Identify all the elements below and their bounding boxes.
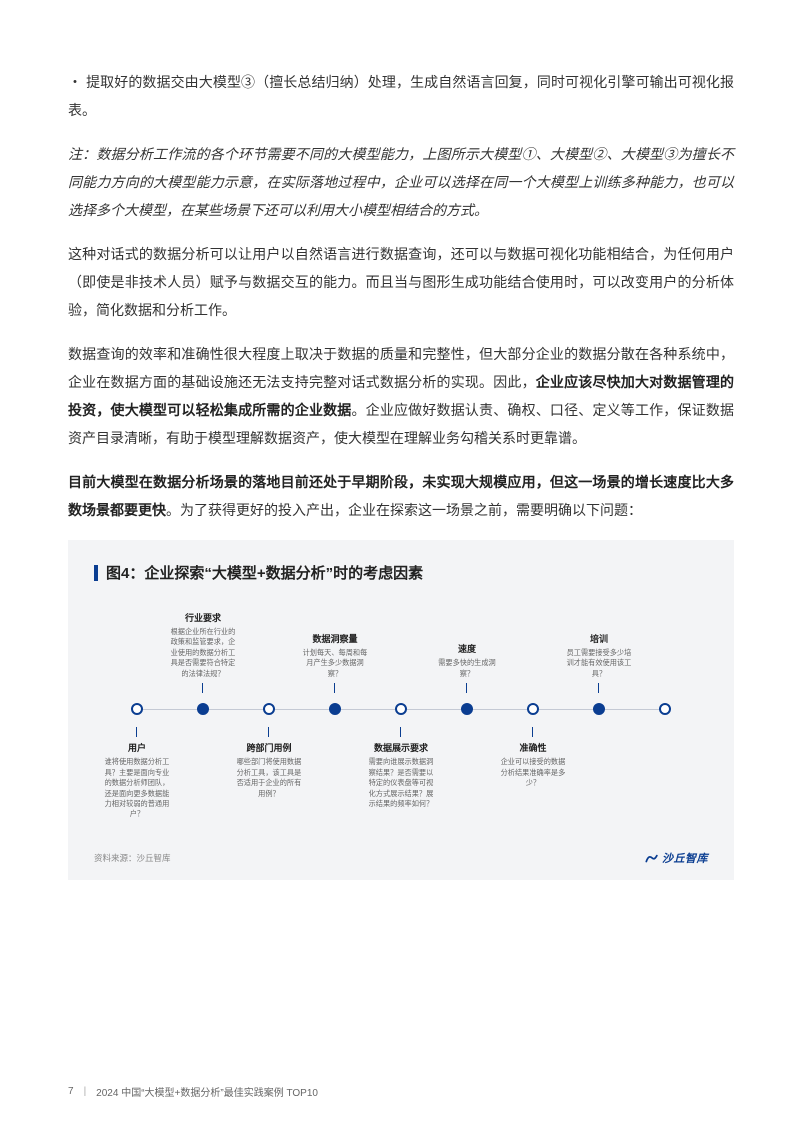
- factor-display-req: 数据展示要求 需要向谁展示数据洞察结果？是否需要以特定的仪表盘等可视化方式展示结…: [368, 727, 434, 809]
- logo-icon: [644, 851, 658, 865]
- factor-title: 准确性: [519, 741, 546, 754]
- factor-cross-dept: 跨部门用例 哪些部门将使用数据分析工具，该工具是否适用于企业的所有用例？: [236, 727, 302, 799]
- footer-doc-title: 2024 中国“大模型+数据分析”最佳实践案例 TOP10: [96, 1084, 318, 1099]
- axis-node-2: [236, 703, 302, 715]
- connector-line: [202, 683, 203, 693]
- axis-node-5: [434, 703, 500, 715]
- factor-user: 用户 谁将使用数据分析工具？主要是面向专业的数据分析师团队，还是面向更多数据能力…: [104, 727, 170, 820]
- axis-node-6: [500, 703, 566, 715]
- diagram-bottom-row: 用户 谁将使用数据分析工具？主要是面向专业的数据分析师团队，还是面向更多数据能力…: [104, 727, 698, 820]
- node-dot-filled: [593, 703, 605, 715]
- figure-title-text: 图4：企业探索“大模型+数据分析”时的考虑因素: [106, 562, 423, 583]
- page-number: 7: [68, 1086, 74, 1097]
- paragraph-3: 这种对话式的数据分析可以让用户以自然语言进行数据查询，还可以与数据可视化功能相结…: [68, 240, 734, 324]
- axis-node-8: [632, 703, 698, 715]
- node-dot-open: [263, 703, 275, 715]
- diagram-top-row: . 行业要求 根据企业所在行业的政策和监管要求，企业使用的数据分析工具是否需要符…: [104, 611, 698, 693]
- figure-diagram: . 行业要求 根据企业所在行业的政策和监管要求，企业使用的数据分析工具是否需要符…: [94, 611, 708, 820]
- node-dot-filled: [461, 703, 473, 715]
- node-dot-open: [395, 703, 407, 715]
- axis-node-0: [104, 703, 170, 715]
- factor-accuracy: 准确性 企业可以接受的数据分析结果准确率是多少？: [500, 727, 566, 788]
- paragraph-1: ・ 提取好的数据交由大模型③（擅长总结归纳）处理，生成自然语言回复，同时可视化引…: [68, 68, 734, 124]
- page-footer: 7 | 2024 中国“大模型+数据分析”最佳实践案例 TOP10: [68, 1084, 318, 1099]
- logo-text: 沙丘智库: [662, 850, 708, 866]
- factor-insight-volume: 数据洞察量 计划每天、每周和每月产生多少数据洞察？: [302, 632, 368, 693]
- node-dot-filled: [329, 703, 341, 715]
- factor-industry-req: 行业要求 根据企业所在行业的政策和监管要求，企业使用的数据分析工具是否需要符合特…: [170, 611, 236, 693]
- p5-tail: 。为了获得更好的投入产出，企业在探索这一场景之前，需要明确以下问题：: [166, 502, 642, 518]
- axis-node-3: [302, 703, 368, 715]
- document-page: ・ 提取好的数据交由大模型③（擅长总结归纳）处理，生成自然语言回复，同时可视化引…: [0, 0, 802, 920]
- factor-training: 培训 员工需要接受多少培训才能有效使用该工具？: [566, 632, 632, 693]
- figure-title-accent-bar: [94, 565, 98, 581]
- figure-title-row: 图4：企业探索“大模型+数据分析”时的考虑因素: [94, 562, 708, 583]
- factor-desc: 员工需要接受多少培训才能有效使用该工具？: [566, 648, 632, 679]
- factor-desc: 计划每天、每周和每月产生多少数据洞察？: [302, 648, 368, 679]
- connector-line: [400, 727, 401, 737]
- axis-node-4: [368, 703, 434, 715]
- axis-node-1: [170, 703, 236, 715]
- connector-line: [268, 727, 269, 737]
- factor-title: 跨部门用例: [246, 741, 291, 754]
- paragraph-4: 数据查询的效率和准确性很大程度上取决于数据的质量和完整性，但大部分企业的数据分散…: [68, 340, 734, 452]
- factor-title: 用户: [128, 741, 146, 754]
- factor-desc: 谁将使用数据分析工具？主要是面向专业的数据分析师团队，还是面向更多数据能力相对较…: [104, 757, 170, 820]
- figure-logo: 沙丘智库: [644, 850, 708, 866]
- figure-source-text: 资料来源：沙丘智库: [94, 852, 171, 864]
- connector-line: [466, 683, 467, 693]
- connector-line: [598, 683, 599, 693]
- factor-desc: 需要多快的生成洞察？: [434, 658, 500, 679]
- node-dot-open: [659, 703, 671, 715]
- paragraph-2-note: 注：数据分析工作流的各个环节需要不同的大模型能力，上图所示大模型①、大模型②、大…: [68, 140, 734, 224]
- factor-desc: 哪些部门将使用数据分析工具，该工具是否适用于企业的所有用例？: [236, 757, 302, 799]
- axis-node-7: [566, 703, 632, 715]
- node-dot-filled: [197, 703, 209, 715]
- factor-desc: 根据企业所在行业的政策和监管要求，企业使用的数据分析工具是否需要符合特定的法律法…: [170, 627, 236, 679]
- paragraph-5: 目前大模型在数据分析场景的落地目前还处于早期阶段，未实现大规模应用，但这一场景的…: [68, 468, 734, 524]
- factor-speed: 速度 需要多快的生成洞察？: [434, 642, 500, 693]
- connector-line: [532, 727, 533, 737]
- figure-footer: 资料来源：沙丘智库 沙丘智库: [94, 850, 708, 866]
- node-dot-open: [527, 703, 539, 715]
- figure-4-box: 图4：企业探索“大模型+数据分析”时的考虑因素 . 行业要求 根据企业所在行业的…: [68, 540, 734, 880]
- factor-title: 速度: [458, 642, 476, 655]
- factor-title: 数据洞察量: [312, 632, 357, 645]
- factor-title: 行业要求: [185, 611, 221, 624]
- node-dot-open: [131, 703, 143, 715]
- factor-title: 数据展示要求: [374, 741, 428, 754]
- diagram-axis: [104, 701, 698, 717]
- factor-desc: 需要向谁展示数据洞察结果？是否需要以特定的仪表盘等可视化方式展示结果？展示结果的…: [368, 757, 434, 809]
- factor-desc: 企业可以接受的数据分析结果准确率是多少？: [500, 757, 566, 788]
- connector-line: [136, 727, 137, 737]
- connector-line: [334, 683, 335, 693]
- factor-title: 培训: [590, 632, 608, 645]
- footer-divider: |: [84, 1086, 87, 1097]
